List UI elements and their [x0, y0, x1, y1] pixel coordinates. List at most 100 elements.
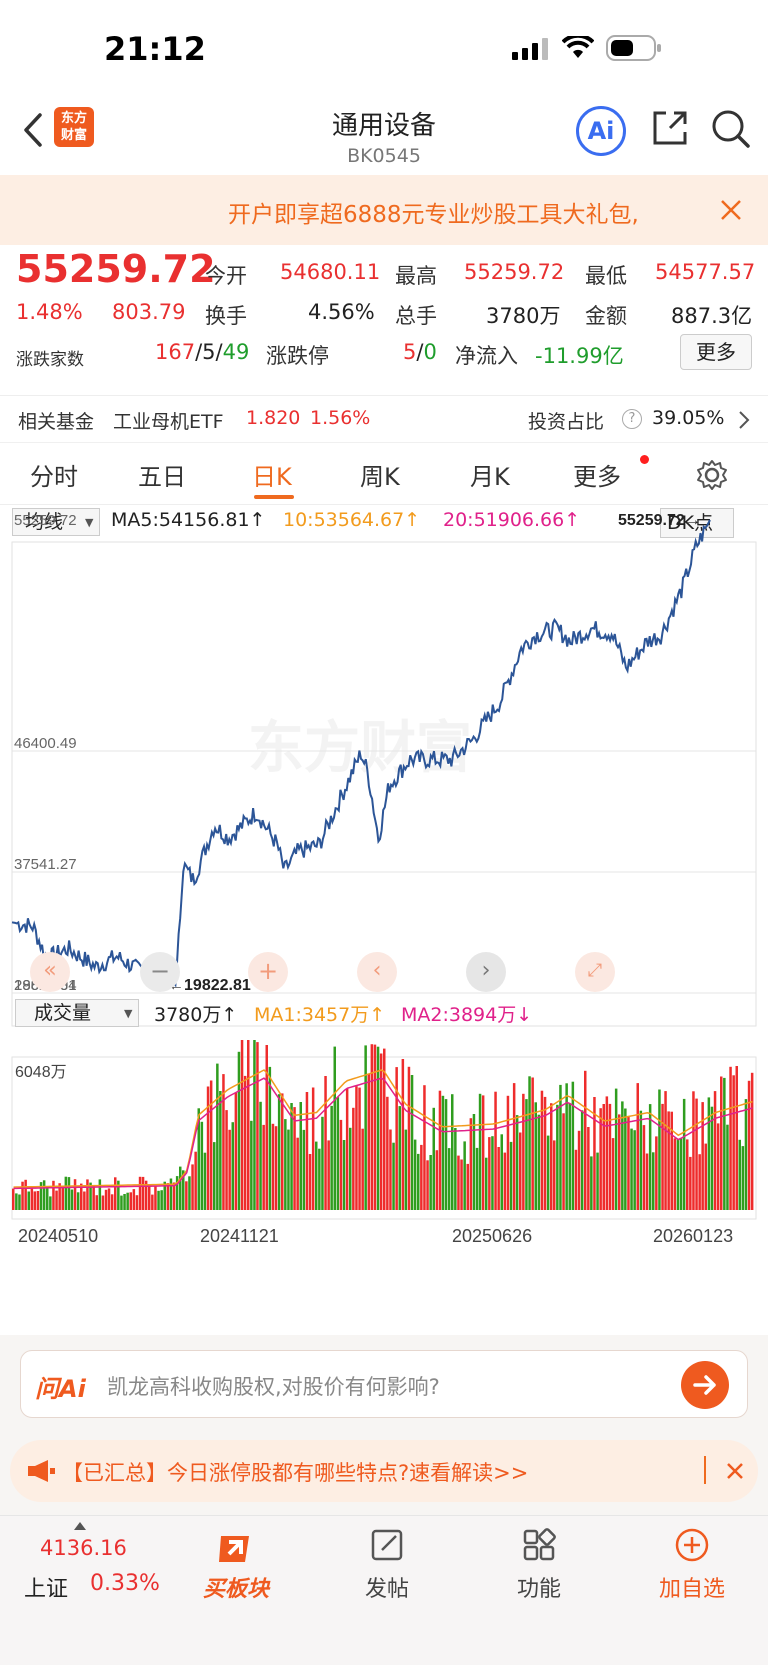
buy-sector-icon[interactable] [215, 1528, 255, 1564]
volume-bar [256, 1042, 259, 1210]
volume-bar [18, 1194, 21, 1210]
volume-max-label: 6048万 [15, 1064, 67, 1081]
x-tick-label: 20260123 [653, 1226, 733, 1246]
volume-bar [117, 1180, 120, 1210]
volume-bar [642, 1125, 646, 1210]
high-label: 最高 [395, 264, 437, 288]
more-button[interactable]: 更多 [680, 334, 752, 370]
tab-more[interactable]: 更多 [573, 463, 621, 491]
volume-bar [287, 1129, 290, 1210]
ma-select[interactable]: 均线 ▼ [12, 508, 100, 536]
volume-bar [237, 1051, 241, 1210]
settings-gear-icon[interactable] [696, 459, 728, 491]
fund-price: 1.820 [246, 407, 301, 429]
volume-bar [110, 1194, 114, 1210]
volume-bar [305, 1092, 309, 1210]
volume-bar [543, 1096, 547, 1210]
volume-bar [451, 1094, 454, 1210]
search-icon[interactable] [710, 108, 752, 150]
volume-bar [101, 1195, 105, 1210]
volume-bar [259, 1101, 262, 1210]
ask-ai-bar[interactable]: 问Ai 凯龙高科收购股权,对股价有何影响? [20, 1350, 748, 1418]
back-arrow-icon[interactable] [20, 112, 46, 148]
volume-bar [123, 1194, 126, 1210]
volume-bar [531, 1077, 534, 1210]
limit-label: 涨跌停 [266, 344, 329, 368]
ai-button[interactable]: Ai [576, 106, 626, 156]
post-edit-icon[interactable] [370, 1528, 404, 1562]
volume-bar [655, 1136, 658, 1210]
tab-add-watchlist[interactable]: 加自选 [658, 1577, 725, 1602]
volume-bar [713, 1091, 717, 1210]
tab-buy-sector[interactable]: 买板块 [202, 1577, 269, 1602]
period-tabs: 分时 五日 日K 周K 月K 更多 [0, 443, 768, 505]
tab-intraday[interactable]: 分时 [30, 463, 78, 491]
volume-select-label: 成交量 [34, 1002, 92, 1024]
volume-bar [225, 1110, 228, 1210]
volume-bar [670, 1111, 673, 1210]
max-price-label: 55259.72→ [618, 512, 701, 529]
volume-bar [420, 1144, 423, 1210]
volume-bar [747, 1080, 751, 1210]
tab-post[interactable]: 发帖 [364, 1577, 409, 1602]
volume-bar [741, 1146, 745, 1210]
logo-text-bottom: 财富 [60, 128, 87, 143]
grid-function-icon[interactable] [522, 1528, 556, 1562]
notice-banner[interactable]: 【已汇总】今日涨停股都有哪些特点?速看解读>> [10, 1440, 758, 1502]
high-value: 55259.72 [464, 260, 565, 284]
tab-function[interactable]: 功能 [516, 1577, 561, 1602]
volume-bar [203, 1152, 207, 1210]
zoom-out-button[interactable]: − [140, 952, 180, 992]
volume-bar [188, 1176, 191, 1210]
volume-bar [21, 1181, 24, 1210]
arrow-right-icon [693, 1375, 716, 1395]
volume-bar [621, 1101, 624, 1210]
scroll-left-button[interactable]: ‹ [357, 952, 397, 992]
tab-daily-k[interactable]: 日K [252, 463, 292, 491]
scroll-left-fast-button[interactable]: « [30, 952, 70, 992]
limit-values: 5/0 [403, 340, 437, 364]
help-icon[interactable]: ? [622, 409, 642, 429]
wifi-icon [562, 36, 594, 58]
tab-weekly-k[interactable]: 周K [360, 463, 400, 491]
zoom-in-button[interactable]: + [248, 952, 288, 992]
tab-monthly-k[interactable]: 月K [470, 463, 510, 491]
y-tick-label: 55259.72 [14, 512, 77, 529]
volume-bar [339, 1119, 343, 1210]
volume-bar [475, 1147, 479, 1210]
volume-bar [157, 1190, 160, 1210]
active-tab-indicator [254, 495, 294, 499]
volume-bar [608, 1103, 612, 1210]
notice-text: 【已汇总】今日涨停股都有哪些特点?速看解读>> [62, 1461, 529, 1485]
dk-point-button[interactable]: DK点 [660, 508, 734, 538]
ask-ai-go-button[interactable] [681, 1361, 729, 1409]
scroll-right-button[interactable]: › [466, 952, 506, 992]
volume-bar [30, 1188, 34, 1210]
fullscreen-icon[interactable]: ⤢ [575, 952, 615, 992]
volume-bar [481, 1095, 485, 1210]
volume-bar [138, 1176, 142, 1210]
close-icon[interactable] [726, 1462, 744, 1480]
kline-chart[interactable]: 均线 ▼ MA5:54156.81↑ 10:53564.67↑ 20:51906… [0, 505, 768, 1335]
volume-bar [76, 1192, 80, 1210]
fund-label: 相关基金 [18, 411, 95, 433]
volume-bar [695, 1098, 698, 1210]
volume-bar [231, 1122, 234, 1210]
share-icon[interactable] [650, 108, 690, 148]
new-dot-badge [640, 455, 649, 464]
volume-bar [426, 1160, 429, 1210]
volume-bar [36, 1191, 40, 1210]
close-icon[interactable] [720, 199, 742, 221]
related-fund-row[interactable]: 相关基金 工业母机ETF 1.820 1.56% 投资占比 ? 39.05% [0, 395, 768, 443]
volume-bar [200, 1121, 204, 1210]
x-tick-label: 20250626 [452, 1226, 532, 1246]
volume-bar [562, 1113, 565, 1210]
volume-bar [673, 1138, 677, 1210]
volume-bar [383, 1048, 386, 1210]
volume-bar [89, 1182, 92, 1210]
promo-banner[interactable]: 开户即享超6888元专业炒股工具大礼包, [0, 175, 768, 245]
volume-bar [73, 1179, 77, 1210]
volume-select[interactable]: 成交量 ▼ [15, 999, 139, 1027]
tab-five-day[interactable]: 五日 [138, 463, 186, 491]
add-circle-icon[interactable] [674, 1527, 710, 1563]
